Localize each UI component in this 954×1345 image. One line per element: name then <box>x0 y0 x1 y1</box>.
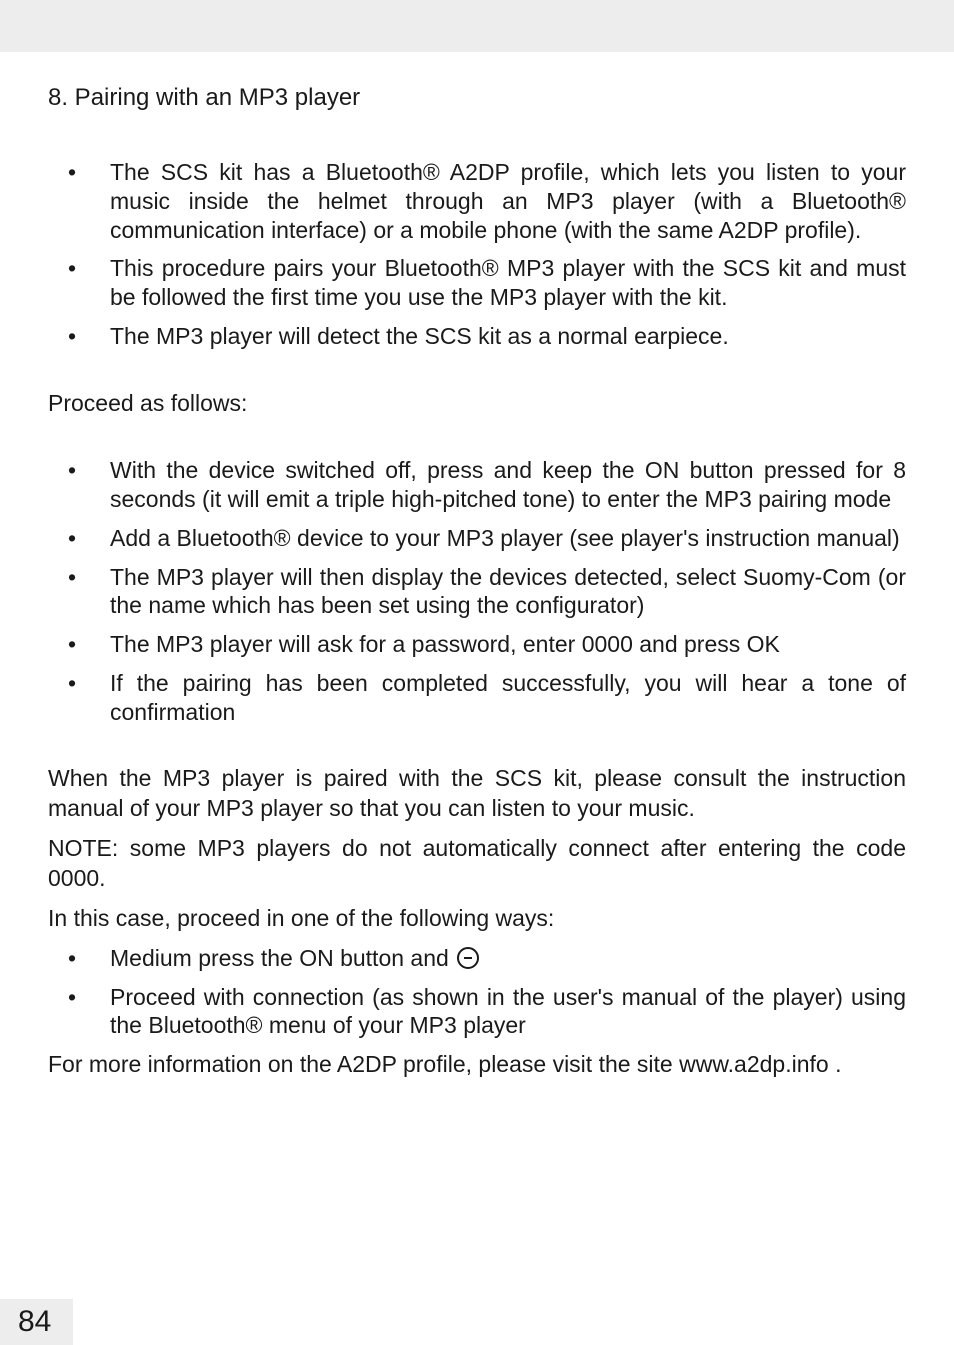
list-item: If the pairing has been completed succes… <box>68 669 906 727</box>
case-label: In this case, proceed in one of the foll… <box>48 904 906 934</box>
list-item: The MP3 player will ask for a password, … <box>68 630 906 659</box>
intro-bullet-list: The SCS kit has a Bluetooth® A2DP profil… <box>48 158 906 351</box>
list-item: Medium press the ON button and <box>68 944 906 973</box>
page-content: 8. Pairing with an MP3 player The SCS ki… <box>0 52 954 1080</box>
header-band <box>0 0 954 52</box>
after-paragraph-1: When the MP3 player is paired with the S… <box>48 764 906 824</box>
list-item: This procedure pairs your Bluetooth® MP3… <box>68 254 906 312</box>
section-title: 8. Pairing with an MP3 player <box>48 84 906 112</box>
final-paragraph: For more information on the A2DP profile… <box>48 1050 906 1080</box>
note-prefix: NOTE: some MP3 players do not automatica… <box>48 835 906 861</box>
minus-button-icon <box>457 947 479 969</box>
case-item1-text: Medium press the ON button and <box>110 945 455 971</box>
page-number: 84 <box>0 1299 73 1345</box>
list-item: With the device switched off, press and … <box>68 456 906 514</box>
list-item: The SCS kit has a Bluetooth® A2DP profil… <box>68 158 906 244</box>
note-suffix: . <box>99 865 105 891</box>
list-item: Add a Bluetooth® device to your MP3 play… <box>68 524 906 553</box>
list-item: The MP3 player will detect the SCS kit a… <box>68 322 906 351</box>
note-code: 0000 <box>48 865 99 891</box>
case-bullet-list: Medium press the ON button and Proceed w… <box>48 944 906 1040</box>
steps-bullet-list: With the device switched off, press and … <box>48 456 906 726</box>
note-paragraph: NOTE: some MP3 players do not automatica… <box>48 834 906 894</box>
list-item: The MP3 player will then display the dev… <box>68 563 906 621</box>
proceed-label: Proceed as follows: <box>48 389 906 419</box>
list-item: Proceed with connection (as shown in the… <box>68 983 906 1041</box>
